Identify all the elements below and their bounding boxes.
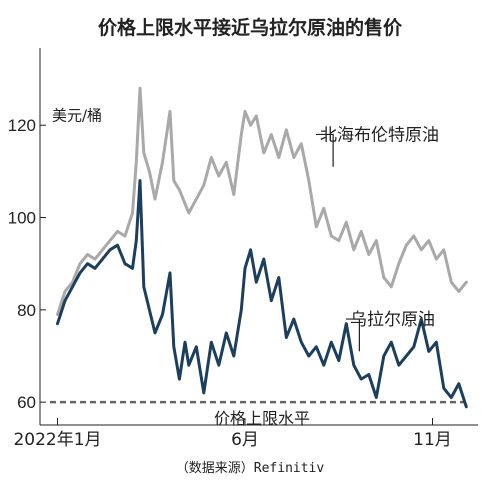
price-cap-reference: 价格上限水平 — [50, 400, 470, 428]
y-tick-label: 60 — [17, 393, 36, 412]
y-axis-unit-label: 美元/桶 — [52, 107, 102, 125]
x-tick-label: 11月 — [413, 430, 452, 450]
x-tick-label: 6月 — [231, 430, 259, 450]
series-line-1 — [56, 179, 468, 409]
series-name-label: 北海布伦特原油 — [320, 125, 439, 145]
series-line-0 — [56, 86, 468, 316]
price-cap-label: 价格上限水平 — [214, 409, 310, 428]
series-name-label: 乌拉尔原油 — [350, 310, 435, 330]
y-tick-label: 120 — [8, 116, 36, 135]
data-source-note: （数据来源）Refinitiv — [176, 461, 325, 476]
y-ticks: 60 80 100 120 — [8, 116, 46, 412]
series-layer — [56, 86, 468, 409]
callout-leader-1 — [346, 318, 360, 352]
y-tick-label: 100 — [8, 209, 36, 228]
axes — [39, 48, 478, 426]
chart-title: 价格上限水平接近乌拉尔原油的售价 — [98, 16, 403, 39]
x-tick-label: 2022年1月 — [13, 430, 101, 450]
callout-leader-0 — [316, 133, 334, 167]
y-tick-label: 80 — [17, 301, 36, 320]
x-ticks: 2022年1月 6月 11月 — [13, 418, 452, 450]
